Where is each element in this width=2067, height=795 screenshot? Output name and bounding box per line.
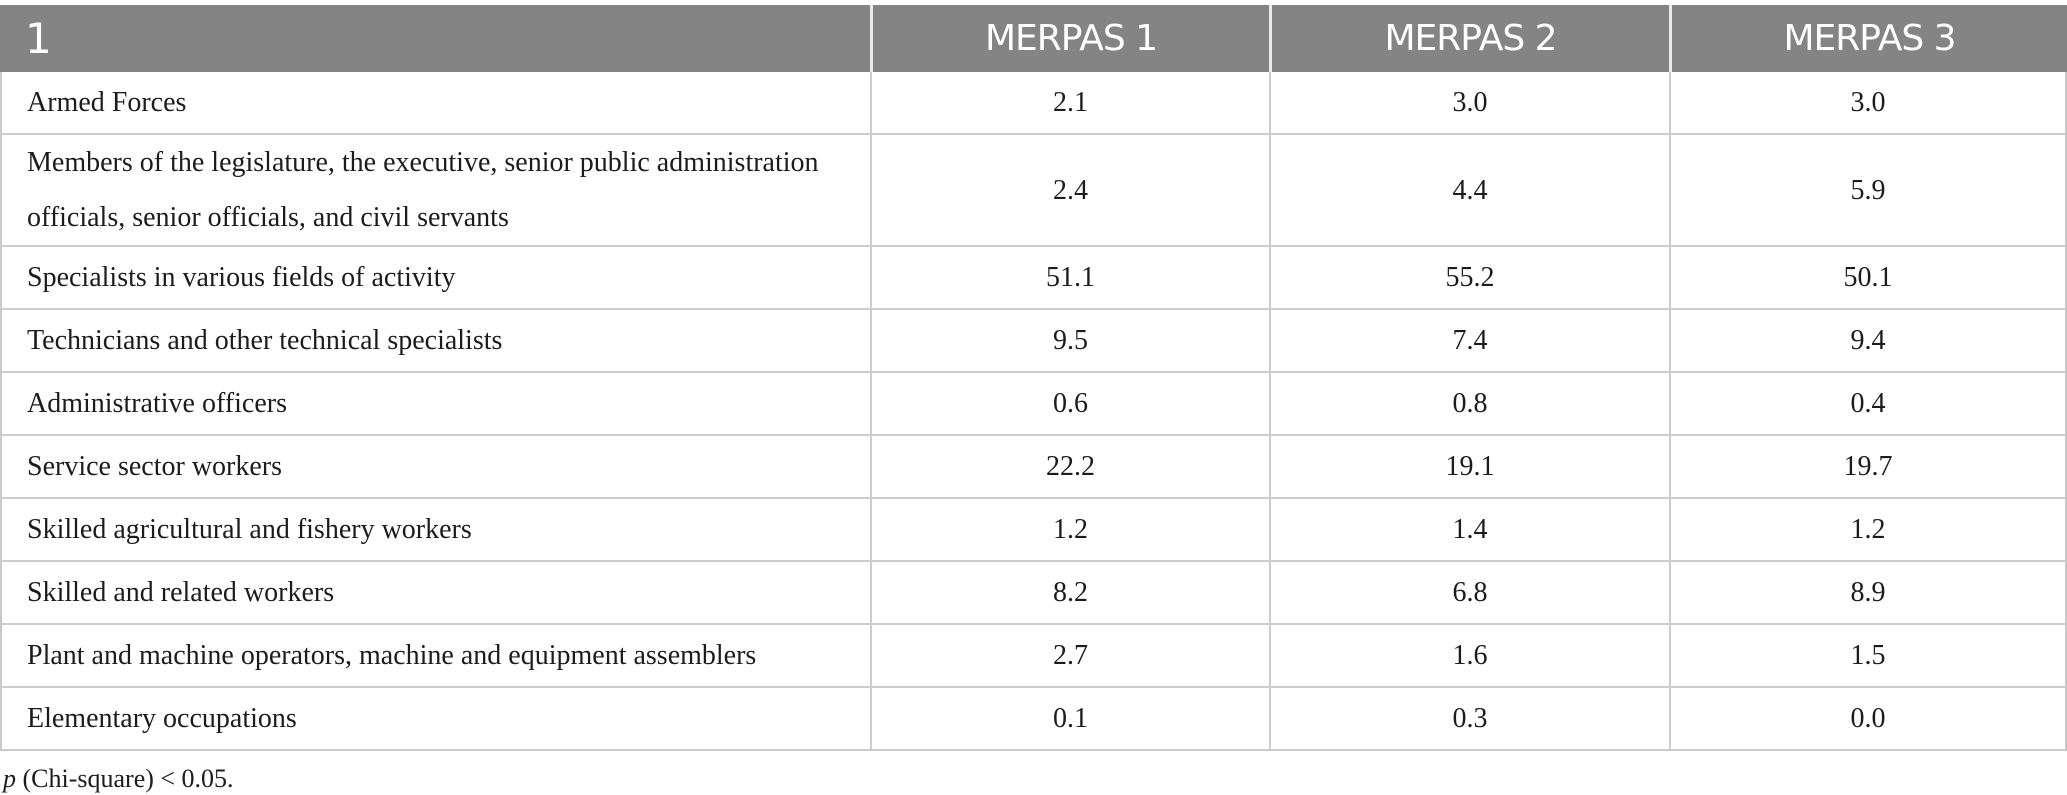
table-row: Specialists in various fields of activit…: [2, 247, 2065, 310]
value-cell-merpas-2: 1.4: [1269, 499, 1669, 560]
row-label-cell: Skilled and related workers: [27, 577, 335, 608]
row-label-cell: Administrative officers: [27, 388, 287, 419]
value-cell-merpas-2: 4.4: [1269, 135, 1669, 245]
value-cell-merpas-2: 1.6: [1269, 625, 1669, 686]
value-cell-merpas-1: 1.2: [870, 499, 1269, 560]
value-cell-merpas-3: 1.5: [1669, 625, 2065, 686]
value-cell-merpas-1: 0.6: [870, 373, 1269, 434]
row-label-cell: Armed Forces: [27, 87, 187, 118]
value-cell-merpas-1: 2.1: [870, 72, 1269, 133]
header-cell-merpas-1: MERPAS 1: [870, 5, 1269, 72]
table-row: Plant and machine operators, machine and…: [2, 625, 2065, 688]
table-footnote: p (Chi-square) < 0.05.: [0, 763, 2067, 795]
value-cell-merpas-2: 7.4: [1269, 310, 1669, 371]
row-label-cell: Service sector workers: [27, 451, 283, 482]
row-label-cell: Technicians and other technical speciali…: [27, 325, 503, 356]
value-cell-merpas-3: 19.7: [1669, 436, 2065, 497]
value-cell-merpas-2: 55.2: [1269, 247, 1669, 308]
table-body: Armed Forces 2.1 3.0 3.0 Members of the …: [0, 72, 2067, 751]
value-cell-merpas-2: 6.8: [1269, 562, 1669, 623]
value-cell-merpas-3: 1.2: [1669, 499, 2065, 560]
value-cell-merpas-3: 8.9: [1669, 562, 2065, 623]
table-row: Armed Forces 2.1 3.0 3.0: [2, 72, 2065, 135]
row-label-cell: Elementary occupations: [27, 703, 297, 734]
row-label-cell: Skilled agricultural and fishery workers: [27, 514, 472, 545]
row-label-cell: Specialists in various fields of activit…: [27, 262, 456, 293]
table-header-row: 1 MERPAS 1 MERPAS 2 MERPAS 3: [0, 5, 2067, 72]
table-row: Members of the legislature, the executiv…: [2, 135, 2065, 247]
header-cell-index: 1: [25, 13, 52, 63]
value-cell-merpas-1: 0.1: [870, 688, 1269, 749]
value-cell-merpas-2: 19.1: [1269, 436, 1669, 497]
table-row: Service sector workers 22.2 19.1 19.7: [2, 436, 2065, 499]
header-cell-merpas-3: MERPAS 3: [1669, 5, 2067, 72]
value-cell-merpas-3: 9.4: [1669, 310, 2065, 371]
row-label-cell: Plant and machine operators, machine and…: [27, 640, 757, 671]
value-cell-merpas-3: 50.1: [1669, 247, 2065, 308]
row-label-cell: Members of the legislature, the executiv…: [27, 147, 819, 233]
table-row: Skilled agricultural and fishery workers…: [2, 499, 2065, 562]
value-cell-merpas-2: 0.8: [1269, 373, 1669, 434]
table-row: Elementary occupations 0.1 0.3 0.0: [2, 688, 2065, 749]
header-cell-merpas-2: MERPAS 2: [1269, 5, 1669, 72]
value-cell-merpas-1: 2.4: [870, 135, 1269, 245]
table-row: Administrative officers 0.6 0.8 0.4: [2, 373, 2065, 436]
value-cell-merpas-2: 0.3: [1269, 688, 1669, 749]
footnote-text: (Chi-square) < 0.05.: [16, 764, 234, 793]
value-cell-merpas-2: 3.0: [1269, 72, 1669, 133]
value-cell-merpas-3: 5.9: [1669, 135, 2065, 245]
footnote-p-symbol: p: [3, 764, 16, 793]
table-row: Skilled and related workers 8.2 6.8 8.9: [2, 562, 2065, 625]
value-cell-merpas-1: 22.2: [870, 436, 1269, 497]
value-cell-merpas-3: 0.4: [1669, 373, 2065, 434]
value-cell-merpas-1: 8.2: [870, 562, 1269, 623]
occupation-distribution-table: 1 MERPAS 1 MERPAS 2 MERPAS 3 Armed Force…: [0, 5, 2067, 751]
value-cell-merpas-1: 51.1: [870, 247, 1269, 308]
table-row: Technicians and other technical speciali…: [2, 310, 2065, 373]
value-cell-merpas-3: 0.0: [1669, 688, 2065, 749]
value-cell-merpas-1: 2.7: [870, 625, 1269, 686]
value-cell-merpas-1: 9.5: [870, 310, 1269, 371]
value-cell-merpas-3: 3.0: [1669, 72, 2065, 133]
